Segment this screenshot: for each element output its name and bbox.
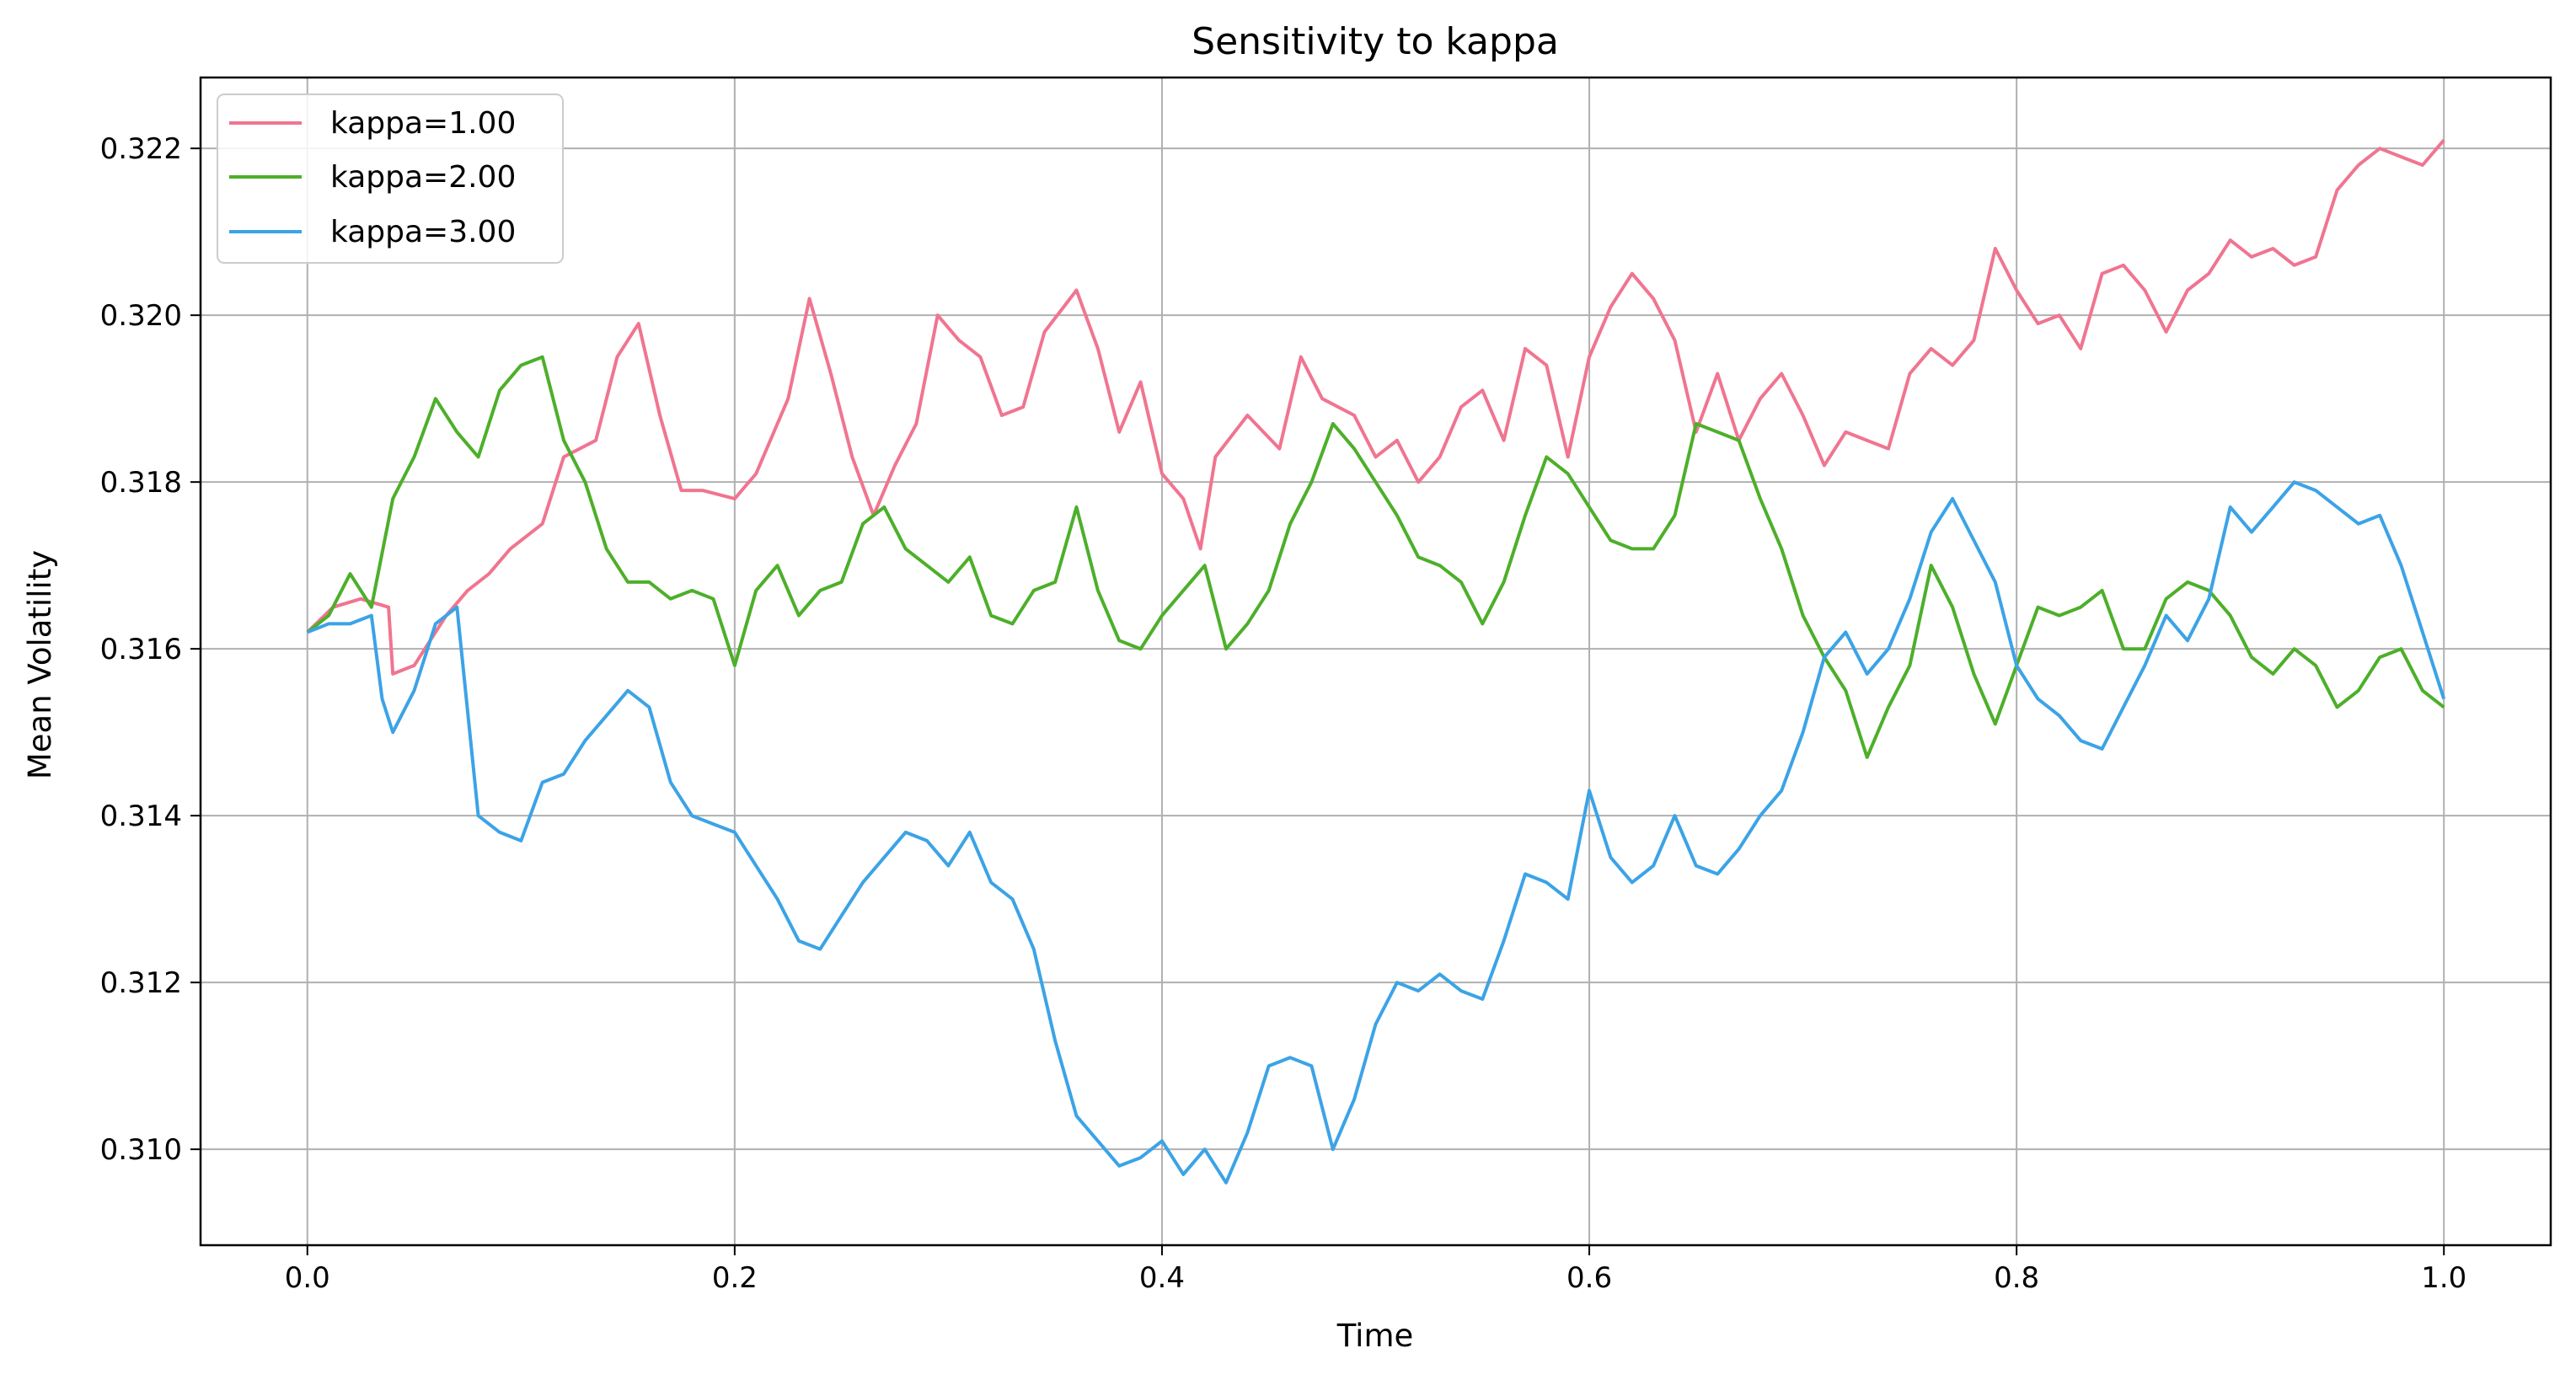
y-tick-label: 0.320 (100, 299, 182, 333)
series-layer (306, 139, 2446, 1185)
x-tick-label: 0.2 (712, 1261, 758, 1295)
y-tick-label: 0.318 (100, 466, 182, 500)
x-tick-label: 0.0 (285, 1261, 330, 1295)
x-axis-label: Time (1336, 1318, 1414, 1354)
y-tick-label: 0.314 (100, 800, 182, 833)
chart-title: Sensitivity to kappa (1192, 20, 1559, 63)
legend-label-kappa-1: kappa=1.00 (330, 106, 516, 141)
y-axis-label: Mean Volatility (22, 550, 58, 779)
y-tick-label: 0.310 (100, 1133, 182, 1167)
y-tick-label: 0.316 (100, 633, 182, 666)
legend-label-kappa-3: kappa=3.00 (330, 215, 516, 249)
x-tick-label: 1.0 (2421, 1261, 2466, 1295)
x-tick-label: 0.6 (1566, 1261, 1612, 1295)
series-line-kappa-2 (306, 355, 2445, 759)
series-line-kappa-3 (307, 480, 2446, 1185)
x-tick-label: 0.8 (1994, 1261, 2039, 1295)
legend-box (217, 94, 564, 264)
x-axis-ticks: 0.0 0.2 0.4 0.6 0.8 1.0 (285, 1245, 2466, 1295)
legend: kappa=1.00 kappa=2.00 kappa=3.00 (217, 94, 564, 264)
plot-frame (199, 76, 2552, 1247)
y-tick-label: 0.322 (100, 132, 182, 166)
y-tick-label: 0.312 (100, 966, 182, 1000)
x-tick-label: 0.4 (1139, 1261, 1185, 1295)
y-axis-ticks: 0.310 0.312 0.314 0.316 0.318 0.320 0.322 (100, 132, 201, 1167)
legend-label-kappa-2: kappa=2.00 (330, 160, 516, 195)
series-line-kappa-1 (306, 139, 2445, 676)
